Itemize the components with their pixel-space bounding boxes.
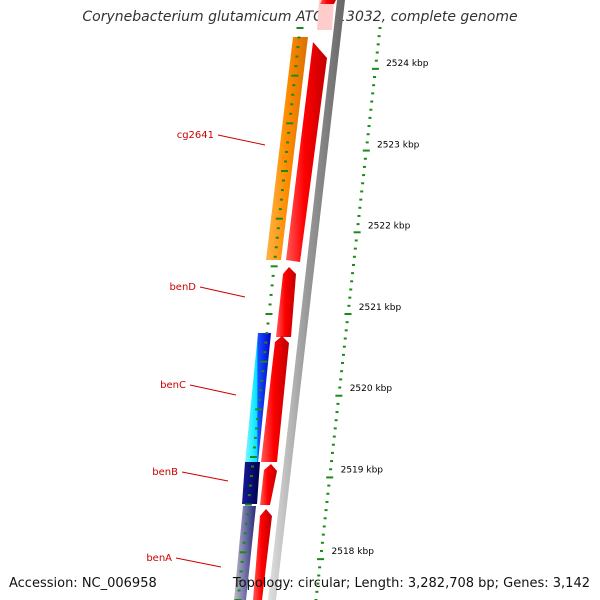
gene-leader-line [175, 557, 222, 568]
scale-label: 2518 kbp [332, 547, 375, 557]
gene-label-bena: benA [146, 553, 172, 564]
gene-leader-line [189, 384, 237, 396]
gene-leader-line [199, 286, 246, 298]
scale-label: 2522 kbp [368, 222, 411, 232]
gene-feature-cg2641 [266, 37, 308, 260]
gene-label-cg2641: cg2641 [177, 130, 214, 141]
scale-label: 2523 kbp [377, 140, 420, 150]
cds-arrow-bend [276, 267, 296, 337]
scale-label: 2519 kbp [341, 466, 384, 476]
scale-label: 2520 kbp [350, 384, 393, 394]
cds-arrow-bena [253, 509, 272, 600]
map-title: Corynebacterium glutamicum ATCC 13032, c… [82, 9, 518, 25]
feature-top-pink [317, 0, 334, 30]
cds-arrow-cg2641 [286, 42, 327, 262]
cds-arrow-benb [260, 464, 277, 505]
inner-tick-rail [234, 27, 304, 600]
gene-label-benc: benC [160, 380, 186, 391]
gene-leader-line [181, 471, 229, 482]
scale-label: 2521 kbp [359, 303, 402, 313]
topology-label: Topology: circular; Length: 3,282,708 bp… [232, 576, 590, 591]
gene-labels: cg2641 benD benC benB benA [146, 130, 266, 568]
scale-labels: 2524 kbp 2523 kbp 2522 kbp 2521 kbp 2520 kbp… [332, 59, 429, 557]
gene-feature-benb [242, 462, 260, 504]
outer-tick-rail [314, 27, 382, 600]
cds-arrow-benc [261, 336, 289, 462]
genome-backbone [268, 0, 345, 600]
gene-label-bend: benD [169, 282, 196, 293]
gene-label-benb: benB [152, 467, 178, 478]
gene-feature-benc [245, 333, 271, 463]
scale-label: 2524 kbp [386, 59, 429, 69]
gene-leader-line [217, 134, 266, 146]
cds-arrow-top [320, 0, 336, 4]
accession-label: Accession: NC_006958 [9, 576, 157, 591]
